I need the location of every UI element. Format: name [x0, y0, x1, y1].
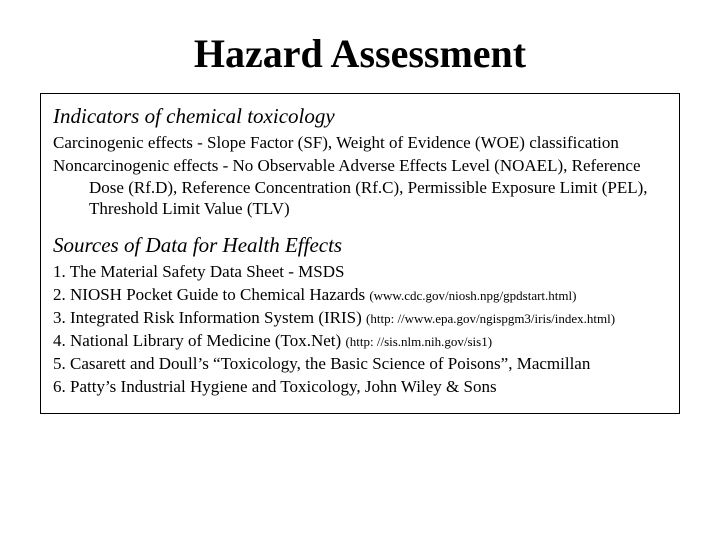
section-heading-sources: Sources of Data for Health Effects	[53, 233, 667, 258]
source-item-4-text: 4. National Library of Medicine (Tox.Net…	[53, 331, 345, 350]
indicator-line-carcinogenic: Carcinogenic effects - Slope Factor (SF)…	[53, 132, 667, 153]
source-item-2-url: (www.cdc.gov/niosh.npg/gpdstart.html)	[369, 288, 576, 303]
source-item-3-url: (http: //www.epa.gov/ngispgm3/iris/index…	[366, 311, 615, 326]
source-item-5: 5. Casarett and Doull’s “Toxicology, the…	[53, 353, 667, 376]
indicator-line-noncarcinogenic: Noncarcinogenic effects - No Observable …	[53, 155, 667, 219]
source-item-2: 2. NIOSH Pocket Guide to Chemical Hazard…	[53, 284, 667, 307]
content-box: Indicators of chemical toxicology Carcin…	[40, 93, 680, 414]
spacer	[53, 221, 667, 231]
source-item-4: 4. National Library of Medicine (Tox.Net…	[53, 330, 667, 353]
source-item-3-text: 3. Integrated Risk Information System (I…	[53, 308, 366, 327]
section-heading-indicators: Indicators of chemical toxicology	[53, 104, 667, 129]
source-item-2-text: 2. NIOSH Pocket Guide to Chemical Hazard…	[53, 285, 369, 304]
source-item-6: 6. Patty’s Industrial Hygiene and Toxico…	[53, 376, 667, 399]
source-item-1: 1. The Material Safety Data Sheet - MSDS	[53, 261, 667, 284]
slide: Hazard Assessment Indicators of chemical…	[0, 0, 720, 540]
source-item-3: 3. Integrated Risk Information System (I…	[53, 307, 667, 330]
source-item-4-url: (http: //sis.nlm.nih.gov/sis1)	[345, 334, 492, 349]
page-title: Hazard Assessment	[40, 30, 680, 77]
